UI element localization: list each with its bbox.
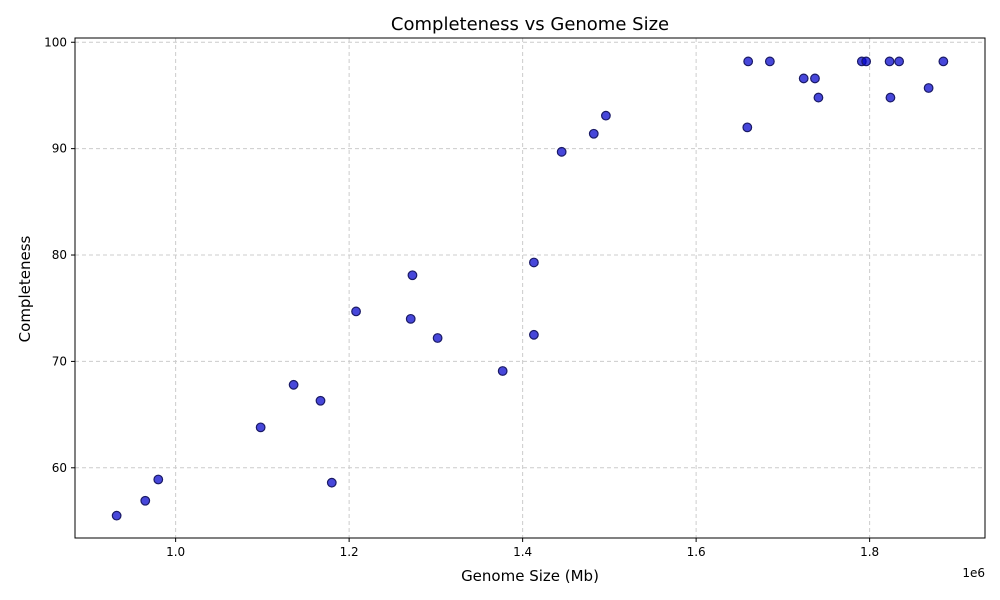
scatter-point: [405, 313, 416, 324]
scatter-point: [111, 510, 122, 521]
scatter-point: [407, 270, 418, 281]
scatter-point: [529, 257, 539, 268]
scatter-point: [153, 474, 164, 485]
x-axis-label: Genome Size (Mb): [461, 567, 599, 585]
scatter-point: [885, 92, 896, 103]
scatter-point: [315, 395, 326, 406]
scatter-point: [255, 422, 266, 433]
points-layer: [111, 56, 949, 521]
scatter-point: [884, 56, 895, 67]
scatter-point: [742, 122, 753, 133]
scatter-point: [894, 56, 905, 67]
scatter-point: [810, 73, 820, 84]
y-tick-label: 90: [52, 142, 67, 156]
scatter-point: [923, 83, 934, 93]
y-tick-label: 70: [52, 354, 67, 368]
scatter-point: [588, 128, 599, 139]
scatter-point: [432, 333, 443, 343]
ticks-layer: 1.0 1.2 1.4 1.6 1.8 60 70 80 90 100: [44, 35, 879, 559]
y-tick-label: 60: [52, 461, 67, 475]
y-tick-label: 80: [52, 248, 67, 262]
x-tick-label: 1.0: [166, 545, 185, 559]
scatter-point: [601, 110, 611, 121]
x-axis-offset-text: 1e6: [962, 566, 985, 580]
grid-layer: [75, 38, 985, 538]
x-tick-label: 1.2: [340, 545, 359, 559]
scatter-point: [351, 306, 361, 317]
scatter-point: [764, 56, 775, 67]
scatter-point: [529, 329, 539, 340]
y-tick-label: 100: [44, 35, 67, 49]
chart-title: Completeness vs Genome Size: [391, 14, 669, 35]
scatter-point: [813, 92, 824, 103]
scatter-point: [288, 379, 299, 390]
scatter-point: [556, 146, 567, 157]
plot-frame: [74, 37, 986, 539]
x-tick-label: 1.8: [860, 545, 879, 559]
y-axis-label: Completeness: [16, 235, 34, 342]
x-tick-label: 1.6: [687, 545, 706, 559]
scatter-point: [497, 366, 508, 376]
scatter-point: [938, 56, 949, 67]
scatter-point: [743, 56, 754, 67]
scatter-point: [798, 73, 809, 84]
x-tick-label: 1.4: [513, 545, 532, 559]
scatter-point: [861, 56, 872, 67]
scatter-point: [140, 495, 151, 506]
scatter-point: [326, 477, 337, 488]
